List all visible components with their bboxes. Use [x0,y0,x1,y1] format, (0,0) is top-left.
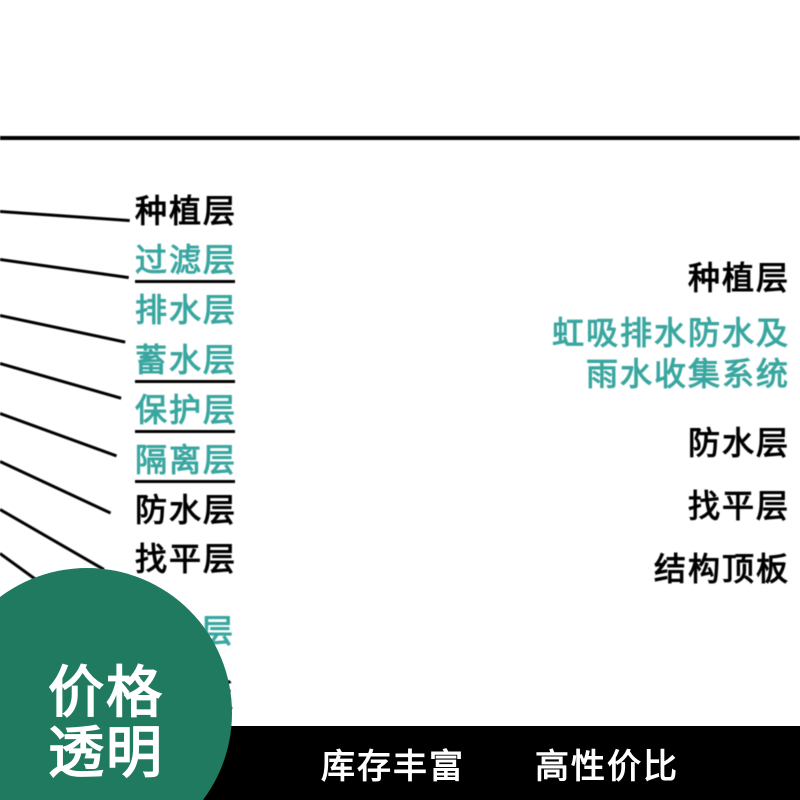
right-layer-item: 防水层 [470,423,790,464]
left-layer-item: 找平层 [135,538,435,581]
right-layer-item: 种植层 [470,258,790,299]
left-layer-item: 保护层 [135,389,435,432]
leader-line [0,508,105,571]
badge-line2: 透明 [48,723,164,783]
leader-line [0,210,130,222]
right-layer-item: 虹吸排水防水及 [470,313,790,354]
right-layers-column: 种植层虹吸排水防水及雨水收集系统防水层找平层结构顶板 [470,258,790,590]
left-layer-item: 过滤层 [135,239,435,282]
leader-line [0,460,111,514]
bottom-chip-right: 高性价比 [535,739,679,788]
left-layer-item: 防水层 [135,489,435,532]
top-rule [0,136,800,140]
badge-line1: 价格 [48,663,164,723]
left-layer-item: 蓄水层 [135,339,435,382]
right-layer-item: 找平层 [470,486,790,527]
bottom-chip-left: 库存丰富 [321,739,465,788]
right-layer-item: 雨水收集系统 [470,354,790,395]
left-layer-item: 种植层 [135,190,435,233]
leader-line [0,362,122,400]
left-layer-item: 排水层 [135,289,435,332]
right-layer-item: 结构顶板 [470,549,790,590]
leader-line [0,314,126,344]
leader-line [0,412,117,457]
left-layer-item: 隔离层 [135,439,435,482]
leader-line [0,258,129,279]
